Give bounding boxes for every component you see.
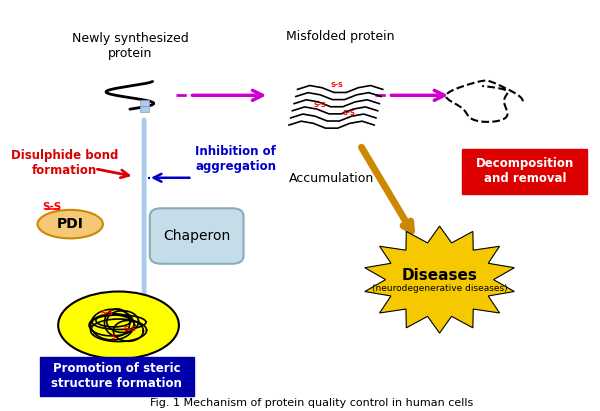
Text: Chaperon: Chaperon xyxy=(163,229,230,243)
Text: S-S: S-S xyxy=(314,102,326,108)
Text: Decomposition
and removal: Decomposition and removal xyxy=(476,157,574,185)
Text: S-S: S-S xyxy=(342,110,355,116)
Text: Inhibition of
aggregation: Inhibition of aggregation xyxy=(195,145,276,173)
Text: S: S xyxy=(110,334,115,340)
Text: S-S: S-S xyxy=(124,326,136,332)
Text: Diseases: Diseases xyxy=(401,268,478,283)
Text: S-S: S-S xyxy=(101,310,113,316)
Text: Disulphide bond
formation: Disulphide bond formation xyxy=(11,149,118,177)
Text: Accumulation: Accumulation xyxy=(289,172,374,185)
Text: Newly synthesized
protein: Newly synthesized protein xyxy=(71,32,188,60)
Text: S-S: S-S xyxy=(43,203,62,212)
Text: (neurodegenerative diseases): (neurodegenerative diseases) xyxy=(372,284,508,293)
FancyBboxPatch shape xyxy=(150,208,244,264)
Text: PDI: PDI xyxy=(57,217,83,231)
FancyBboxPatch shape xyxy=(463,149,587,194)
FancyBboxPatch shape xyxy=(140,106,149,111)
Ellipse shape xyxy=(58,291,179,359)
Text: S-S: S-S xyxy=(331,83,344,88)
Text: Misfolded protein: Misfolded protein xyxy=(286,30,395,43)
Ellipse shape xyxy=(38,210,103,238)
FancyBboxPatch shape xyxy=(140,100,149,106)
Polygon shape xyxy=(365,226,514,333)
FancyBboxPatch shape xyxy=(40,357,194,396)
Text: Fig. 1 Mechanism of protein quality control in human cells: Fig. 1 Mechanism of protein quality cont… xyxy=(150,398,473,409)
Text: Promotion of steric
structure formation: Promotion of steric structure formation xyxy=(52,363,182,390)
